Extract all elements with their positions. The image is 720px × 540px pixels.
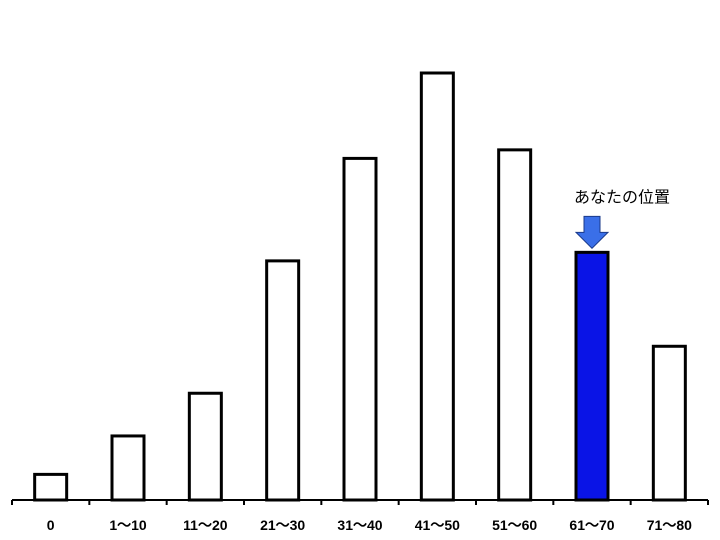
- bar: [419, 71, 455, 502]
- bar: [187, 391, 223, 502]
- x-tick-label: 51〜60: [492, 517, 537, 533]
- bar: [497, 148, 533, 502]
- x-ticks: [11, 500, 709, 505]
- bar: [110, 434, 146, 502]
- bar: [651, 344, 687, 502]
- x-tick-label: 61〜70: [569, 517, 614, 533]
- x-tick-label: 41〜50: [415, 517, 460, 533]
- x-tick-label: 31〜40: [337, 517, 382, 533]
- bar: [342, 156, 378, 502]
- x-tick-label: 1〜10: [109, 517, 147, 533]
- x-tick-label: 0: [47, 517, 55, 533]
- bar: [265, 259, 301, 502]
- x-tick-labels: 0 1〜10 11〜20 21〜30 31〜40 41〜50 51〜60 61〜70 71〜80: [47, 517, 692, 533]
- bars-group: [33, 71, 687, 502]
- x-tick-label: 71〜80: [647, 517, 692, 533]
- down-arrow-icon: [574, 215, 610, 250]
- annotation-label: あなたの位置: [574, 187, 670, 206]
- bar: [33, 472, 69, 502]
- x-tick-label: 21〜30: [260, 517, 305, 533]
- annotation-group: あなたの位置: [574, 187, 670, 250]
- x-tick-label: 11〜20: [183, 517, 228, 533]
- bar-highlighted: [574, 250, 610, 502]
